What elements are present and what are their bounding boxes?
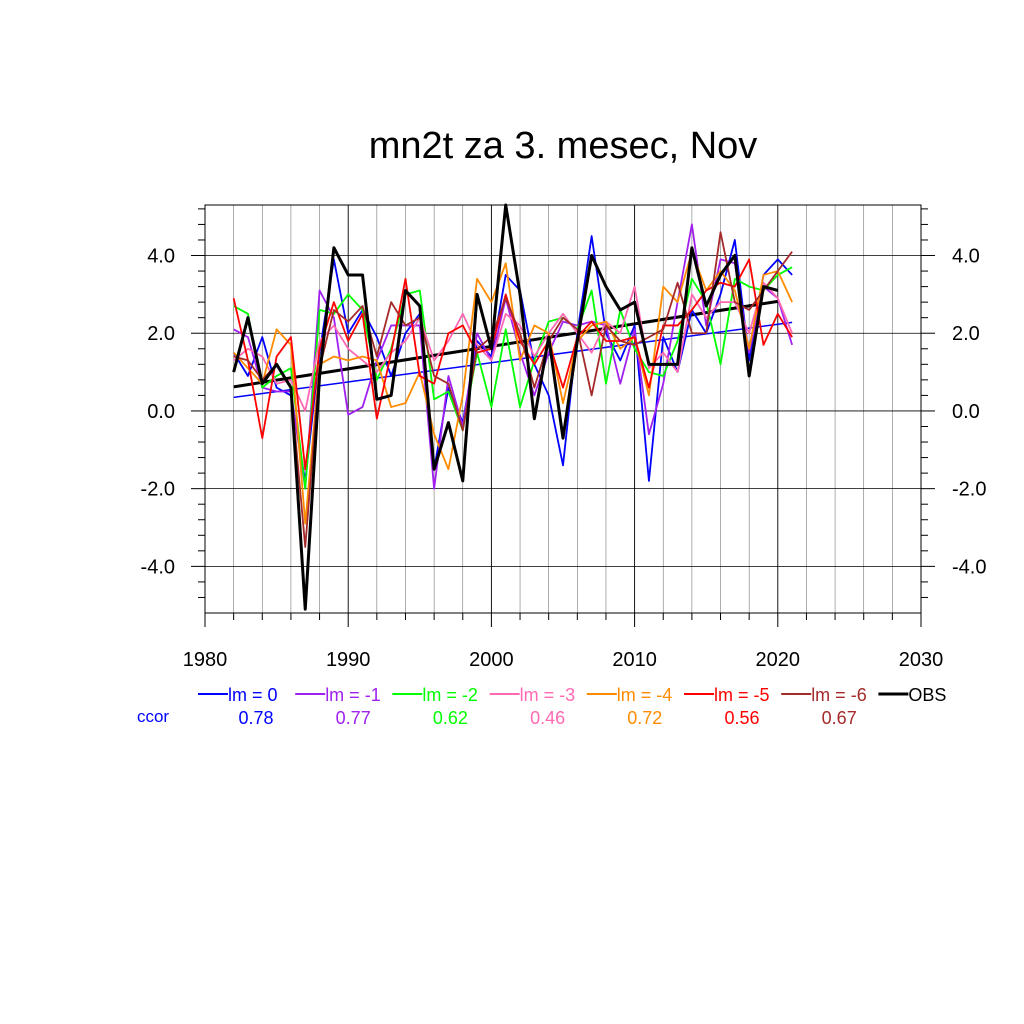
y-tick-label-left: 0.0 (147, 401, 175, 423)
legend: ccor lm = 0 0.78 lm = -1 0.77 lm = -2 0.62 lm … (137, 685, 946, 728)
legend-ccor-4: 0.72 (627, 708, 662, 728)
legend-label-3: lm = -3 (520, 685, 576, 705)
legend-ccor-label: ccor (137, 707, 169, 726)
x-tick-label: 2000 (469, 649, 514, 671)
y-tick-label-right: 4.0 (952, 246, 980, 268)
y-tick-label-right: -4.0 (952, 556, 986, 578)
legend-label-1: lm = -1 (325, 685, 381, 705)
legend-label-7: OBS (908, 685, 946, 705)
x-tick-label: 2030 (899, 649, 944, 671)
chart-title: mn2t za 3. mesec, Nov (369, 125, 758, 167)
x-tick-label: 1980 (183, 649, 228, 671)
legend-ccor-0: 0.78 (238, 708, 273, 728)
legend-label-4: lm = -4 (617, 685, 673, 705)
y-tick-label-right: 2.0 (952, 323, 980, 345)
x-tick-label: 2010 (612, 649, 657, 671)
plot-frame (204, 204, 922, 614)
y-tick-label-right: -2.0 (952, 479, 986, 501)
x-tick-label: 2020 (756, 649, 801, 671)
legend-ccor-5: 0.56 (724, 708, 759, 728)
legend-ccor-3: 0.46 (530, 708, 565, 728)
legend-ccor-2: 0.62 (433, 708, 468, 728)
series-line-6 (233, 231, 793, 548)
series-line-1 (233, 223, 793, 490)
legend-label-0: lm = 0 (228, 685, 278, 705)
y-tick-label-left: 2.0 (147, 323, 175, 345)
legend-label-6: lm = -6 (811, 685, 867, 705)
grid (205, 205, 921, 613)
series-line-0 (232, 235, 793, 482)
legend-ccor-6: 0.67 (822, 708, 857, 728)
y-tick-label-left: 4.0 (147, 246, 175, 268)
trend-line-0 (233, 321, 793, 399)
series-lines (232, 203, 793, 611)
x-tick-label: 1990 (326, 649, 371, 671)
y-tick-label-left: -4.0 (141, 556, 175, 578)
ticks: 1980 1990 2000 2010 2020 2030 -4.0 -4.0 -2.0 -2.0… (141, 208, 986, 671)
y-tick-label-right: 0.0 (952, 401, 980, 423)
legend-ccor-1: 0.77 (336, 708, 371, 728)
y-tick-label-left: -2.0 (141, 479, 175, 501)
legend-label-5: lm = -5 (714, 685, 770, 705)
legend-label-2: lm = -2 (422, 685, 478, 705)
